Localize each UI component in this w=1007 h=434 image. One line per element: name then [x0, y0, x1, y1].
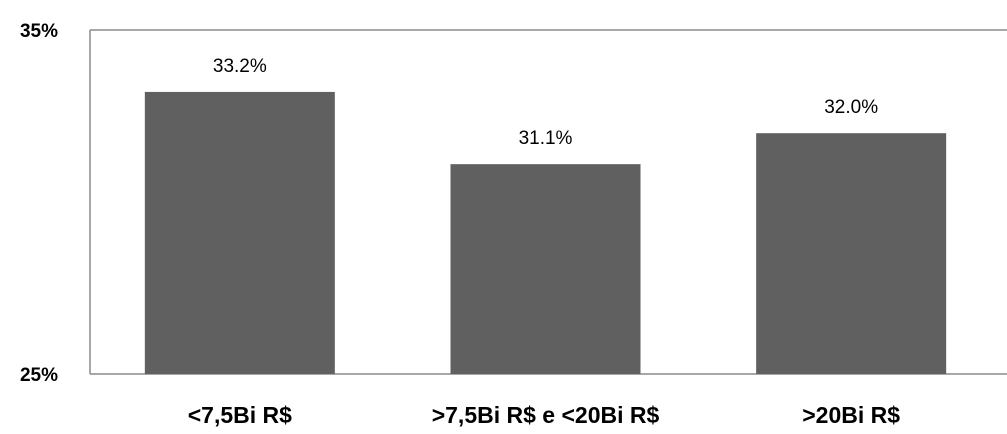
labels: 35% 25% 33.2% <7,5Bi R$ 31.1% >7,5Bi R$ e <20…	[20, 21, 900, 428]
y-tick-label: 25%	[20, 365, 58, 386]
category-label: >20Bi R$	[802, 402, 900, 428]
category-label: <7,5Bi R$	[188, 402, 292, 428]
y-tick-label: 35%	[20, 21, 58, 42]
bars	[144, 91, 947, 375]
data-label: 31.1%	[519, 128, 573, 149]
bar	[144, 91, 335, 375]
bar	[450, 164, 641, 374]
bar	[756, 133, 947, 374]
data-label: 33.2%	[213, 56, 267, 77]
data-label: 32.0%	[824, 97, 878, 118]
category-label: >7,5Bi R$ e <20Bi R$	[432, 402, 660, 428]
